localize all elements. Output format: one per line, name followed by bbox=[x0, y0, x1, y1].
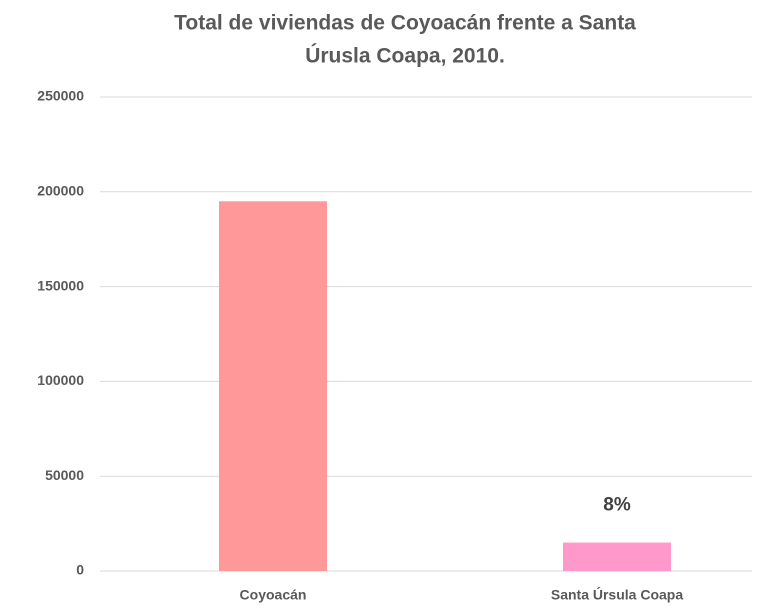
bar bbox=[563, 542, 671, 571]
y-tick-label: 100000 bbox=[37, 372, 84, 388]
chart-title: Úrusla Coapa, 2010. bbox=[305, 44, 505, 68]
bar bbox=[219, 201, 327, 571]
annotation: 8% bbox=[603, 495, 631, 516]
x-tick-label: Coyoacán bbox=[240, 587, 307, 603]
x-tick-label: Santa Úrsula Coapa bbox=[551, 586, 683, 603]
y-tick-label: 250000 bbox=[37, 88, 84, 104]
y-tick-label: 200000 bbox=[37, 183, 84, 199]
chart-title: Total de viviendas de Coyoacán frente a … bbox=[174, 12, 636, 35]
y-tick-label: 150000 bbox=[37, 277, 84, 293]
y-tick-label: 50000 bbox=[45, 467, 84, 483]
y-tick-label: 0 bbox=[76, 562, 84, 578]
